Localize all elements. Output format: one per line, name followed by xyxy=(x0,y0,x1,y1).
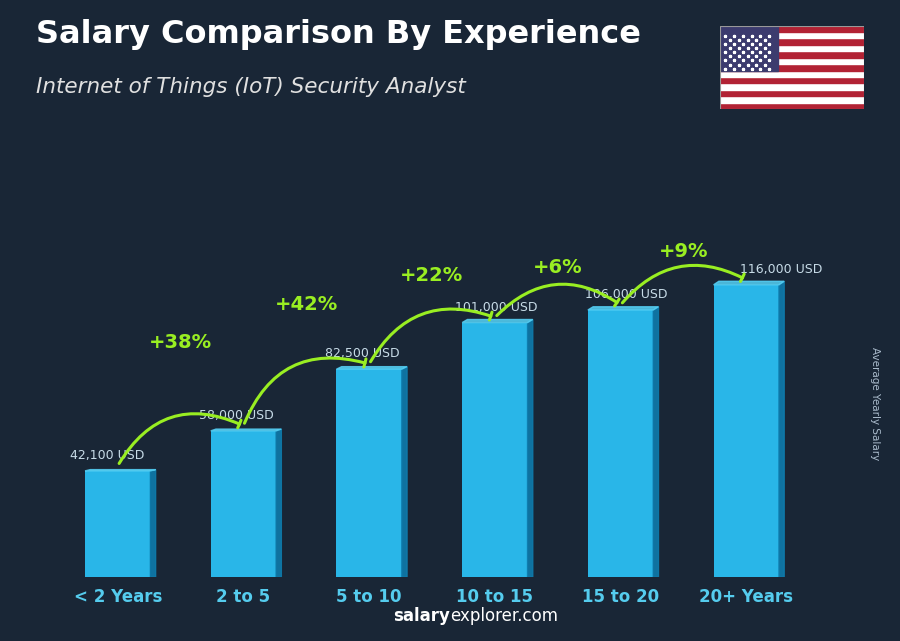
Bar xyxy=(720,83,864,90)
Bar xyxy=(720,71,864,77)
Bar xyxy=(720,58,864,64)
Text: Internet of Things (IoT) Security Analyst: Internet of Things (IoT) Security Analys… xyxy=(36,77,466,97)
Polygon shape xyxy=(653,307,659,577)
Bar xyxy=(720,38,864,45)
Bar xyxy=(720,77,864,83)
Polygon shape xyxy=(211,429,282,431)
Bar xyxy=(85,471,150,577)
Bar xyxy=(720,26,778,71)
Bar xyxy=(588,310,653,577)
Text: 101,000 USD: 101,000 USD xyxy=(454,301,537,313)
Bar xyxy=(720,26,864,32)
Text: +9%: +9% xyxy=(659,242,708,262)
Text: salary: salary xyxy=(393,607,450,625)
Text: +38%: +38% xyxy=(149,333,212,352)
Text: 116,000 USD: 116,000 USD xyxy=(740,263,823,276)
Text: 42,100 USD: 42,100 USD xyxy=(70,449,144,462)
Bar xyxy=(337,369,401,577)
Polygon shape xyxy=(779,281,784,577)
Bar xyxy=(720,64,864,71)
Text: +42%: +42% xyxy=(274,295,338,313)
Polygon shape xyxy=(527,319,533,577)
Polygon shape xyxy=(85,470,156,471)
Bar xyxy=(714,285,779,577)
Bar xyxy=(720,103,864,109)
Polygon shape xyxy=(401,367,407,577)
Bar xyxy=(720,90,864,96)
Polygon shape xyxy=(463,319,533,322)
Text: +6%: +6% xyxy=(533,258,582,277)
Bar xyxy=(211,431,276,577)
Bar xyxy=(720,32,864,38)
Polygon shape xyxy=(337,367,407,369)
Polygon shape xyxy=(150,470,156,577)
Bar xyxy=(720,45,864,51)
Text: Salary Comparison By Experience: Salary Comparison By Experience xyxy=(36,19,641,50)
Text: 58,000 USD: 58,000 USD xyxy=(200,409,274,422)
Text: +22%: +22% xyxy=(400,265,464,285)
Bar xyxy=(720,96,864,103)
Polygon shape xyxy=(714,281,784,285)
Text: explorer.com: explorer.com xyxy=(450,607,558,625)
Bar xyxy=(463,322,527,577)
Polygon shape xyxy=(276,429,282,577)
Text: 106,000 USD: 106,000 USD xyxy=(585,288,668,301)
Text: 82,500 USD: 82,500 USD xyxy=(325,347,400,360)
Bar xyxy=(720,51,864,58)
Text: Average Yearly Salary: Average Yearly Salary xyxy=(869,347,880,460)
Polygon shape xyxy=(588,307,659,310)
